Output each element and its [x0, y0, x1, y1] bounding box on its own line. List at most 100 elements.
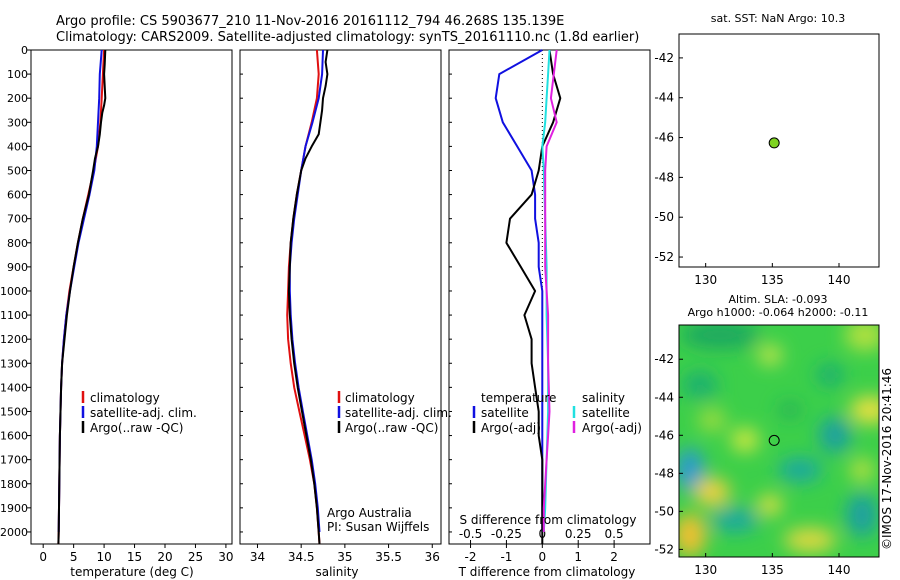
x2-tick-label: -0.25 [491, 527, 522, 541]
legend-label-satellite: satellite-adj. clim. [90, 406, 197, 420]
y-tick-label: 1600 [0, 430, 28, 443]
difference-xlabel: T difference from climatology [458, 565, 636, 579]
sla-map-title: Altim. SLA: -0.093 [728, 293, 827, 306]
sla-map-y-tick-label: -44 [654, 390, 674, 404]
sst-map-y-tick-label: -42 [654, 51, 674, 65]
sla-map-y-tick-label: -46 [654, 428, 674, 442]
difference-panel [448, 49, 651, 545]
sla-map-panel [678, 324, 880, 558]
legend-label-climatology: climatology [90, 391, 160, 405]
difference-x2label: S difference from climatology [460, 513, 637, 527]
y-tick-label: 1700 [0, 454, 28, 467]
legend-label-t-argo: Argo(-adj) [481, 421, 541, 435]
y-tick-label: 900 [7, 261, 28, 274]
y-tick-label: 600 [7, 189, 28, 202]
difference-legend: temperature satellite Argo(-adj) salinit… [472, 391, 642, 435]
x-tick-label: 0 [39, 550, 47, 564]
y-tick-label: 800 [7, 237, 28, 250]
sla-map-y-tick-label: -52 [654, 542, 674, 556]
y-tick-label: 500 [7, 164, 28, 177]
sla-heatmap [679, 325, 879, 557]
header-line-1: Argo profile: CS 5903677_210 11-Nov-2016… [56, 14, 565, 29]
legend-label-climatology: climatology [345, 391, 415, 405]
sla-map-subtitle: Argo h1000: -0.064 h2000: -0.11 [688, 306, 869, 319]
sla-map-x-tick-label: 135 [761, 563, 784, 577]
y-tick-label: 1100 [0, 309, 28, 322]
temperature-panel [30, 49, 233, 545]
y-tick-label: 700 [7, 213, 28, 226]
y-tick-label: 1800 [0, 478, 28, 491]
x-tick-label: 2 [610, 550, 618, 564]
sla-map-x-tick-label: 130 [694, 563, 717, 577]
series-line [494, 49, 544, 532]
sst-map-y-tick-label: -44 [654, 91, 674, 105]
x2-tick-label: -0.5 [459, 527, 482, 541]
sst-map-x-tick-label: 135 [761, 273, 784, 287]
y-tick-label: 400 [7, 140, 28, 153]
sla-map-x-tick-label: 140 [828, 563, 851, 577]
y-tick-label: 1300 [0, 357, 28, 370]
sst-map-panel [678, 33, 880, 268]
legend-label-t-satellite: satellite [481, 406, 529, 420]
x-tick-label: 1 [574, 550, 582, 564]
argo-position-marker [768, 137, 780, 149]
x-tick-label: 36 [425, 550, 440, 564]
legend-title-salinity: salinity [582, 391, 625, 405]
y-tick-label: 1500 [0, 405, 28, 418]
x2-tick-label: 0.5 [605, 527, 624, 541]
y-tick-label: 300 [7, 116, 28, 129]
argo-position-marker [768, 434, 780, 446]
y-tick-label: 1200 [0, 333, 28, 346]
y-tick-label: 100 [7, 68, 28, 81]
legend-label-argo: Argo(..raw -QC) [345, 421, 438, 435]
x-tick-label: 0 [539, 550, 547, 564]
legend-label-argo: Argo(..raw -QC) [90, 421, 183, 435]
x-tick-label: 20 [157, 550, 172, 564]
x2-tick-label: 0.25 [565, 527, 592, 541]
credit-pi: PI: Susan Wijffels [327, 520, 429, 534]
x-tick-label: 10 [96, 550, 111, 564]
sla-map-y-tick-label: -50 [654, 504, 674, 518]
series-line [542, 49, 558, 532]
x-tick-label: 30 [218, 550, 233, 564]
x-tick-label: -2 [465, 550, 477, 564]
series-line [287, 49, 329, 545]
legend-label-s-argo: Argo(-adj) [582, 421, 642, 435]
legend-title-temperature: temperature [481, 391, 556, 405]
salinity-legend: climatology satellite-adj. clim. Argo(..… [337, 391, 452, 435]
temperature-xlabel: temperature (deg C) [70, 565, 193, 579]
credit-imos: ©IMOS 17-Nov-2016 20:41:46 [880, 368, 894, 550]
temperature-legend: climatology satellite-adj. clim. Argo(..… [81, 391, 197, 435]
y-tick-label: 1000 [0, 285, 28, 298]
series-line [505, 49, 562, 544]
y-tick-label: 2000 [0, 526, 28, 539]
sst-map-x-tick-label: 130 [694, 273, 717, 287]
sst-map-title: sat. SST: NaN Argo: 10.3 [711, 12, 845, 25]
credit-org: Argo Australia [327, 506, 412, 520]
x-tick-label: -1 [500, 550, 512, 564]
x-tick-label: 35.5 [375, 550, 402, 564]
sst-map-x-tick-label: 140 [828, 273, 851, 287]
x-tick-label: 34 [250, 550, 265, 564]
salinity-panel [239, 49, 442, 545]
y-tick-label: 1900 [0, 502, 28, 515]
x-tick-label: 15 [127, 550, 142, 564]
y-tick-label: 0 [21, 44, 28, 57]
sst-map-y-tick-label: -48 [654, 170, 674, 184]
sst-map-y-tick-label: -46 [654, 131, 674, 145]
legend-label-s-satellite: satellite [582, 406, 630, 420]
x-tick-label: 34.5 [288, 550, 315, 564]
y-tick-label: 200 [7, 92, 28, 105]
sst-map-y-tick-label: -52 [654, 250, 674, 264]
header-line-2: Climatology: CARS2009. Satellite-adjuste… [56, 30, 640, 45]
legend-label-satellite: satellite-adj. clim. [345, 406, 452, 420]
series-line [57, 49, 107, 545]
sla-map-y-tick-label: -48 [654, 466, 674, 480]
y-tick-label: 1400 [0, 381, 28, 394]
x-tick-label: 5 [70, 550, 78, 564]
x-tick-label: 35 [337, 550, 352, 564]
salinity-xlabel: salinity [315, 565, 358, 579]
sst-map-y-tick-label: -50 [654, 210, 674, 224]
sla-map-y-tick-label: -42 [654, 352, 674, 366]
